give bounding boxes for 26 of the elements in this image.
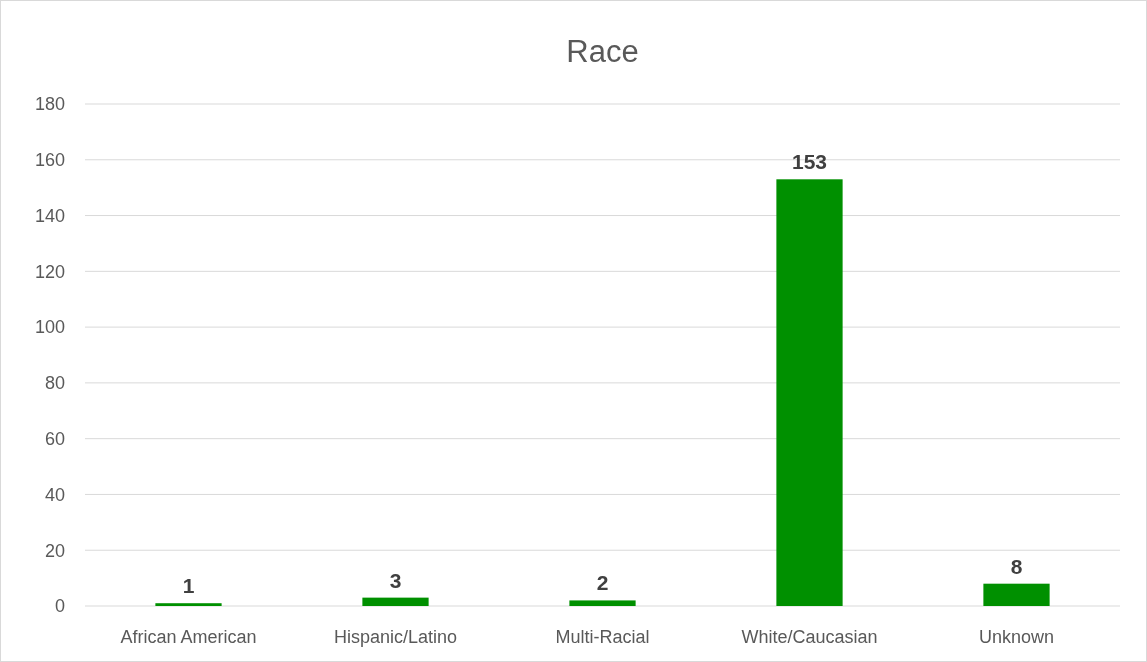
y-tick-label: 60 — [44, 428, 65, 449]
y-tick-label: 140 — [34, 205, 65, 226]
y-tick-label: 20 — [44, 540, 65, 561]
y-tick-label: 80 — [44, 373, 65, 394]
data-label: 153 — [791, 150, 828, 174]
y-tick-label: 160 — [34, 150, 65, 171]
x-tick-label: Multi-Racial — [555, 627, 650, 647]
bar — [362, 597, 429, 606]
bar — [155, 603, 222, 606]
y-tick-label: 120 — [34, 261, 65, 282]
y-tick-label: 0 — [54, 596, 65, 617]
chart-title: Race — [566, 34, 639, 69]
data-label: 8 — [1010, 554, 1023, 578]
bar — [776, 179, 843, 606]
data-label: 1 — [182, 574, 195, 598]
x-tick-label: White/Caucasian — [741, 627, 878, 647]
data-label: 2 — [596, 571, 609, 595]
y-tick-label: 40 — [44, 484, 65, 505]
x-tick-label: Unknown — [978, 627, 1055, 647]
data-label: 3 — [389, 568, 402, 592]
bar — [569, 600, 636, 606]
y-tick-label: 180 — [34, 94, 65, 115]
y-tick-label: 100 — [34, 317, 65, 338]
x-tick-label: Hispanic/Latino — [333, 627, 458, 647]
bar — [983, 583, 1050, 606]
x-tick-label: African American — [120, 627, 257, 647]
